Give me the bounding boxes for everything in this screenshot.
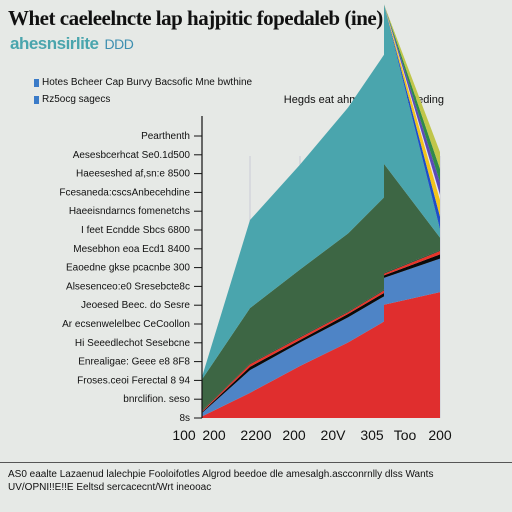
area-series-4 (202, 242, 440, 413)
y-tick-label: Mesebhon eoa Ecd1 8400 (73, 244, 190, 255)
area-series-3 (202, 246, 440, 413)
y-tick-label: I feet Ecndde Sbcs 6800 (81, 225, 190, 236)
x-tick-label: 2200 (240, 427, 271, 443)
legend-item: Hotes Bcheer Cap Burvy Bacsofic Mne bwth… (34, 74, 252, 91)
y-tick-label: bnrclifion. seso (123, 394, 190, 405)
y-tick-label: Haeeseshed af,sn:e 8500 (76, 169, 190, 180)
area-series-2 (202, 250, 440, 417)
chart-subtitle: ahesnsirlite DDD (10, 34, 134, 54)
subtitle-text: ahesnsirlite (10, 34, 99, 53)
x-tick-label: 100 (172, 427, 196, 443)
y-tick-label: Froses.ceoi Ferectal 8 94 (77, 375, 190, 386)
y-tick-label: Pearthenth (141, 131, 190, 142)
y-tick-label: Aesesbcerhcat Se0.1d500 (73, 150, 191, 161)
y-tick-label: Eaoedne gkse pcacnbe 300 (66, 263, 190, 274)
legend-label: Rz5ocg sagecs (42, 94, 111, 105)
footer-divider (0, 462, 512, 463)
y-tick-label: 8s (179, 413, 190, 424)
legend-item: Rz5ocg sagecs (34, 91, 252, 108)
area-series-6 (202, 163, 440, 411)
subtitle-suffix: DDD (104, 36, 134, 52)
y-tick-label: Ar ecsenwelelbec CeCoollon (62, 319, 190, 330)
x-tick-label: 20V (321, 427, 347, 443)
x-tick-label: Too (394, 427, 417, 443)
x-tick-label: 305 (360, 427, 384, 443)
area-series-7 (202, 4, 440, 380)
area-series-1 (202, 283, 440, 418)
footer-notes: AS0 eaalte Lazaenud lalechpie Fooloifotl… (8, 468, 504, 494)
legend-swatch (34, 78, 39, 87)
legend-label: Hotes Bcheer Cap Burvy Bacsofic Mne bwth… (42, 77, 253, 88)
footer-line: AS0 eaalte Lazaenud lalechpie Fooloifotl… (8, 469, 434, 480)
y-tick-label: Haeeisndarncs fomenetchs (69, 206, 190, 217)
footer-line: UV/OPNI!!E!!E Eeltsd sercacecnt/Wrt ineo… (8, 482, 212, 493)
x-tick-label: 200 (428, 427, 452, 443)
legend-swatch (34, 95, 39, 104)
y-tick-label: Hi Seeedlechot Sesebcne (75, 338, 191, 349)
x-tick-label: 200 (202, 427, 226, 443)
y-tick-label: Alsesenceo:e0 Sresebcte8c (66, 281, 190, 292)
y-tick-label: Enrealigae: Geee e8 8F8 (78, 357, 190, 368)
y-tick-label: Jeoesed Beec. do Sesre (81, 300, 190, 311)
x-tick-label: 200 (282, 427, 306, 443)
y-tick-label: Fcesaneda:cscsAnbecehdine (59, 187, 190, 198)
chart-legend: Hotes Bcheer Cap Burvy Bacsofic Mne bwth… (34, 74, 252, 108)
chart-title: Whet caeleelncte lap hajpitic fopedaleb … (8, 6, 383, 30)
